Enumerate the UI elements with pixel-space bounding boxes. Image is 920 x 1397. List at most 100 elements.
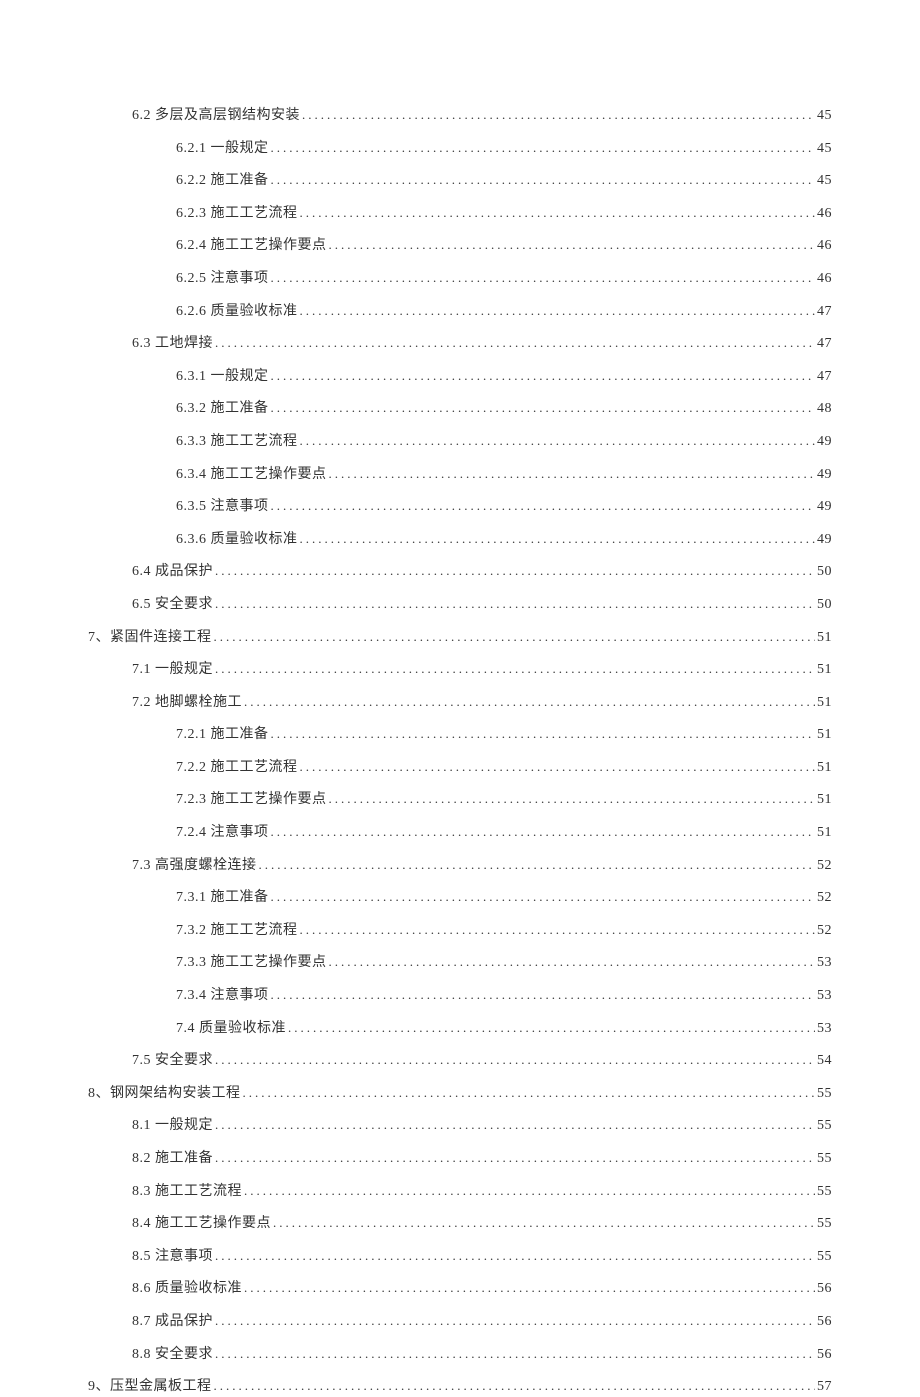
toc-entry: 7.2.3 施工工艺操作要点..........................… [88, 790, 832, 810]
toc-entry: 6.3.3 施工工艺流程............................… [88, 432, 832, 452]
toc-entry: 7.3.2 施工工艺流程............................… [88, 921, 832, 941]
toc-entry-label: 6.3.3 施工工艺流程 [176, 432, 298, 452]
toc-entry: 8.1 一般规定................................… [88, 1116, 832, 1136]
toc-dots: ........................................… [329, 790, 816, 809]
toc-entry-page: 49 [817, 465, 832, 485]
toc-entry-label: 6.2.6 质量验收标准 [176, 302, 298, 322]
toc-entry-label: 7.5 安全要求 [132, 1051, 213, 1071]
toc-entry-page: 45 [817, 139, 832, 159]
toc-entry-page: 55 [817, 1084, 832, 1104]
toc-entry: 6.3.2 施工准备..............................… [88, 399, 832, 419]
toc-dots: ........................................… [215, 334, 815, 353]
toc-entry-label: 7.3.3 施工工艺操作要点 [176, 953, 327, 973]
toc-entry-label: 7.2.1 施工准备 [176, 725, 269, 745]
toc-dots: ........................................… [302, 106, 815, 125]
toc-entry-page: 51 [817, 823, 832, 843]
toc-entry-label: 6.5 安全要求 [132, 595, 213, 615]
toc-entry-page: 53 [817, 953, 832, 973]
toc-dots: ........................................… [329, 236, 816, 255]
toc-dots: ........................................… [214, 628, 816, 647]
toc-dots: ........................................… [243, 1084, 816, 1103]
toc-entry-label: 8.7 成品保护 [132, 1312, 213, 1332]
toc-entry-label: 7.3.1 施工准备 [176, 888, 269, 908]
toc-entry: 7.2.2 施工工艺流程............................… [88, 758, 832, 778]
toc-dots: ........................................… [300, 432, 816, 451]
toc-entry: 7.3.1 施工准备..............................… [88, 888, 832, 908]
toc-entry-page: 56 [817, 1279, 832, 1299]
toc-entry-page: 54 [817, 1051, 832, 1071]
toc-dots: ........................................… [215, 1312, 815, 1331]
toc-entry-label: 6.4 成品保护 [132, 562, 213, 582]
toc-entry-page: 51 [817, 725, 832, 745]
toc-entry-page: 45 [817, 171, 832, 191]
toc-entry-page: 47 [817, 334, 832, 354]
toc-entry-page: 49 [817, 530, 832, 550]
toc-dots: ........................................… [215, 1247, 815, 1266]
toc-dots: ........................................… [214, 1377, 816, 1396]
toc-entry: 9、压型金属板工程...............................… [88, 1377, 832, 1397]
toc-entry-page: 55 [817, 1214, 832, 1234]
toc-entry: 6.2.4 施工工艺操作要点..........................… [88, 236, 832, 256]
toc-entry-page: 47 [817, 302, 832, 322]
toc-dots: ........................................… [271, 888, 816, 907]
toc-dots: ........................................… [244, 693, 815, 712]
toc-entry: 6.3.4 施工工艺操作要点..........................… [88, 465, 832, 485]
toc-entry-page: 53 [817, 986, 832, 1006]
toc-dots: ........................................… [300, 530, 816, 549]
toc-entry: 8.8 安全要求................................… [88, 1345, 832, 1365]
toc-dots: ........................................… [271, 725, 816, 744]
toc-entry-page: 55 [817, 1247, 832, 1267]
toc-dots: ........................................… [300, 758, 816, 777]
toc-dots: ........................................… [244, 1279, 815, 1298]
toc-entry-page: 46 [817, 269, 832, 289]
toc-dots: ........................................… [329, 465, 816, 484]
toc-entry-label: 8.8 安全要求 [132, 1345, 213, 1365]
toc-entry-page: 51 [817, 628, 832, 648]
toc-entry: 7.4 质量验收标准..............................… [88, 1019, 832, 1039]
toc-entry-label: 7.1 一般规定 [132, 660, 213, 680]
toc-entry-label: 6.2.4 施工工艺操作要点 [176, 236, 327, 256]
toc-entry: 6.2.6 质量验收标准............................… [88, 302, 832, 322]
toc-entry: 6.3 工地焊接................................… [88, 334, 832, 354]
toc-entry-page: 48 [817, 399, 832, 419]
toc-entry-page: 47 [817, 367, 832, 387]
toc-dots: ........................................… [271, 139, 816, 158]
toc-entry-label: 7.2 地脚螺栓施工 [132, 693, 242, 713]
toc-entry-label: 6.2 多层及高层钢结构安装 [132, 106, 300, 126]
toc-dots: ........................................… [271, 367, 816, 386]
toc-dots: ........................................… [300, 921, 816, 940]
toc-entry-label: 6.2.1 一般规定 [176, 139, 269, 159]
toc-dots: ........................................… [259, 856, 816, 875]
toc-entry: 7.2.1 施工准备..............................… [88, 725, 832, 745]
toc-entry: 6.5 安全要求................................… [88, 595, 832, 615]
toc-entry: 7.5 安全要求................................… [88, 1051, 832, 1071]
toc-dots: ........................................… [215, 1149, 815, 1168]
toc-entry: 7.1 一般规定................................… [88, 660, 832, 680]
toc-entry-page: 49 [817, 497, 832, 517]
toc-entry: 8.5 注意事项................................… [88, 1247, 832, 1267]
toc-entry-label: 8.4 施工工艺操作要点 [132, 1214, 271, 1234]
toc-entry: 7、紧固件连接工程...............................… [88, 628, 832, 648]
toc-dots: ........................................… [271, 497, 816, 516]
toc-dots: ........................................… [215, 1345, 815, 1364]
toc-entry-label: 8.5 注意事项 [132, 1247, 213, 1267]
toc-entry-label: 6.2.3 施工工艺流程 [176, 204, 298, 224]
toc-entry: 6.3.5 注意事项..............................… [88, 497, 832, 517]
toc-entry-page: 46 [817, 236, 832, 256]
toc-entry-label: 7.4 质量验收标准 [176, 1019, 286, 1039]
toc-entry-label: 6.3.2 施工准备 [176, 399, 269, 419]
toc-dots: ........................................… [300, 302, 816, 321]
toc-dots: ........................................… [271, 823, 816, 842]
toc-entry-page: 55 [817, 1116, 832, 1136]
toc-entry: 6.2.2 施工准备..............................… [88, 171, 832, 191]
toc-entry-label: 7、紧固件连接工程 [88, 628, 212, 648]
toc-entry-label: 7.3.4 注意事项 [176, 986, 269, 1006]
toc-entry: 6.3.1 一般规定..............................… [88, 367, 832, 387]
toc-entry-page: 56 [817, 1345, 832, 1365]
toc-entry-page: 56 [817, 1312, 832, 1332]
toc-dots: ........................................… [300, 204, 816, 223]
toc-entry: 6.4 成品保护................................… [88, 562, 832, 582]
toc-entry: 7.2 地脚螺栓施工..............................… [88, 693, 832, 713]
toc-entry: 8.6 质量验收标准..............................… [88, 1279, 832, 1299]
toc-entry-label: 7.3.2 施工工艺流程 [176, 921, 298, 941]
